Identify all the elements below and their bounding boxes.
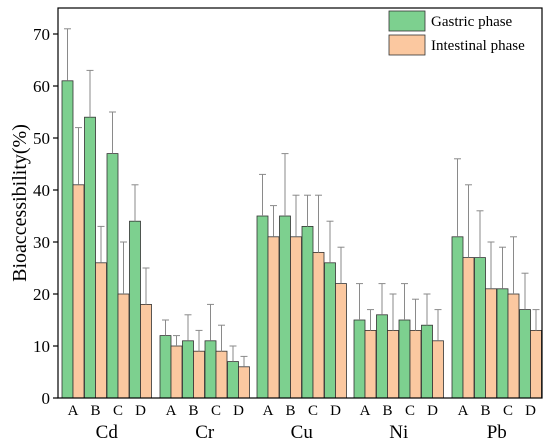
y-tick-label-10: 10 (33, 337, 50, 356)
category-label-cd-c: C (113, 403, 123, 419)
bar-cr-c-series2 (215, 350, 228, 399)
group-label-cu: Cu (291, 422, 314, 443)
bar-cr-d-series2 (238, 366, 250, 399)
bar-pb-d-series1 (519, 309, 531, 399)
y-tick-label-40: 40 (33, 181, 50, 200)
group-label-pb: Pb (487, 422, 507, 443)
category-label-cu-a: A (263, 403, 274, 419)
y-tick-label-70: 70 (33, 25, 50, 44)
y-tick-label-20: 20 (33, 285, 50, 304)
bar-cr-d-series1 (227, 361, 239, 399)
bar-cr-c-series1 (204, 340, 217, 399)
bar-cd-b-series1 (84, 116, 96, 399)
plot-frame (57, 7, 543, 399)
category-label-cr-b: B (188, 403, 198, 419)
legend: Gastric phase Intestinal phase (388, 10, 525, 56)
bar-pb-b-series2 (485, 288, 497, 399)
category-label-pb-d: D (525, 403, 536, 419)
group-label-cd: Cd (96, 422, 119, 443)
bar-ni-c-series2 (409, 329, 422, 399)
bar-ni-a-series2 (364, 329, 377, 399)
bar-cd-a-series2 (72, 184, 85, 399)
bar-cu-c-series2 (312, 251, 325, 399)
bar-pb-c-series1 (496, 288, 509, 399)
bar-cd-d-series1 (129, 220, 141, 399)
bar-ni-b-series1 (376, 314, 388, 399)
legend-label-series1: Gastric phase (431, 14, 513, 30)
bar-cu-d-series1 (324, 262, 336, 399)
legend-label-series2: Intestinal phase (431, 38, 525, 54)
bar-cu-a-series1 (256, 215, 269, 399)
category-label-cr-d: D (233, 403, 244, 419)
bar-ni-b-series2 (387, 329, 399, 399)
bar-cr-b-series2 (193, 350, 205, 399)
category-label-ni-d: D (427, 403, 438, 419)
legend-swatch-series2 (388, 34, 426, 56)
category-label-cr-c: C (211, 403, 221, 419)
bar-cr-a-series1 (159, 335, 172, 399)
bar-ni-a-series1 (353, 319, 366, 399)
category-label-cd-a: A (68, 403, 79, 419)
bar-cu-c-series1 (301, 225, 314, 399)
bar-cu-b-series1 (279, 215, 291, 399)
bar-cr-a-series2 (170, 345, 183, 399)
y-tick-label-50: 50 (33, 129, 50, 148)
category-label-pb-b: B (480, 403, 490, 419)
bar-pb-d-series2 (530, 329, 542, 399)
bar-cr-b-series1 (182, 340, 194, 399)
category-label-ni-a: A (360, 403, 371, 419)
bar-pb-a-series1 (451, 236, 464, 399)
bar-cu-a-series2 (267, 236, 280, 399)
category-label-ni-c: C (405, 403, 415, 419)
category-label-cu-c: C (308, 403, 318, 419)
category-label-cr-a: A (166, 403, 177, 419)
category-label-cu-d: D (330, 403, 341, 419)
bar-cu-d-series2 (335, 283, 347, 399)
category-label-cd-b: B (90, 403, 100, 419)
y-tick-label-0: 0 (42, 389, 51, 408)
bar-cd-c-series1 (106, 153, 119, 399)
group-label-ni: Ni (389, 422, 408, 443)
bar-cd-d-series2 (140, 303, 152, 399)
y-tick-label-30: 30 (33, 233, 50, 252)
y-tick-label-60: 60 (33, 77, 50, 96)
bar-ni-d-series1 (421, 324, 433, 399)
group-label-cr: Cr (195, 422, 215, 443)
bar-cd-b-series2 (95, 262, 107, 399)
category-label-pb-c: C (503, 403, 513, 419)
bar-cu-b-series2 (290, 236, 302, 399)
bar-ni-c-series1 (398, 319, 411, 399)
bar-pb-a-series2 (462, 257, 475, 399)
bar-pb-b-series1 (474, 257, 486, 399)
bar-cd-c-series2 (117, 293, 130, 399)
category-label-ni-b: B (382, 403, 392, 419)
legend-swatch-series1 (388, 10, 426, 32)
bar-cd-a-series1 (61, 80, 74, 399)
category-label-pb-a: A (458, 403, 469, 419)
category-label-cu-b: B (285, 403, 295, 419)
category-label-cd-d: D (135, 403, 146, 419)
y-axis-title: Bioaccessibility(%) (9, 124, 31, 282)
bar-ni-d-series2 (432, 340, 444, 399)
plot-area (61, 28, 542, 399)
bar-pb-c-series2 (507, 293, 520, 399)
